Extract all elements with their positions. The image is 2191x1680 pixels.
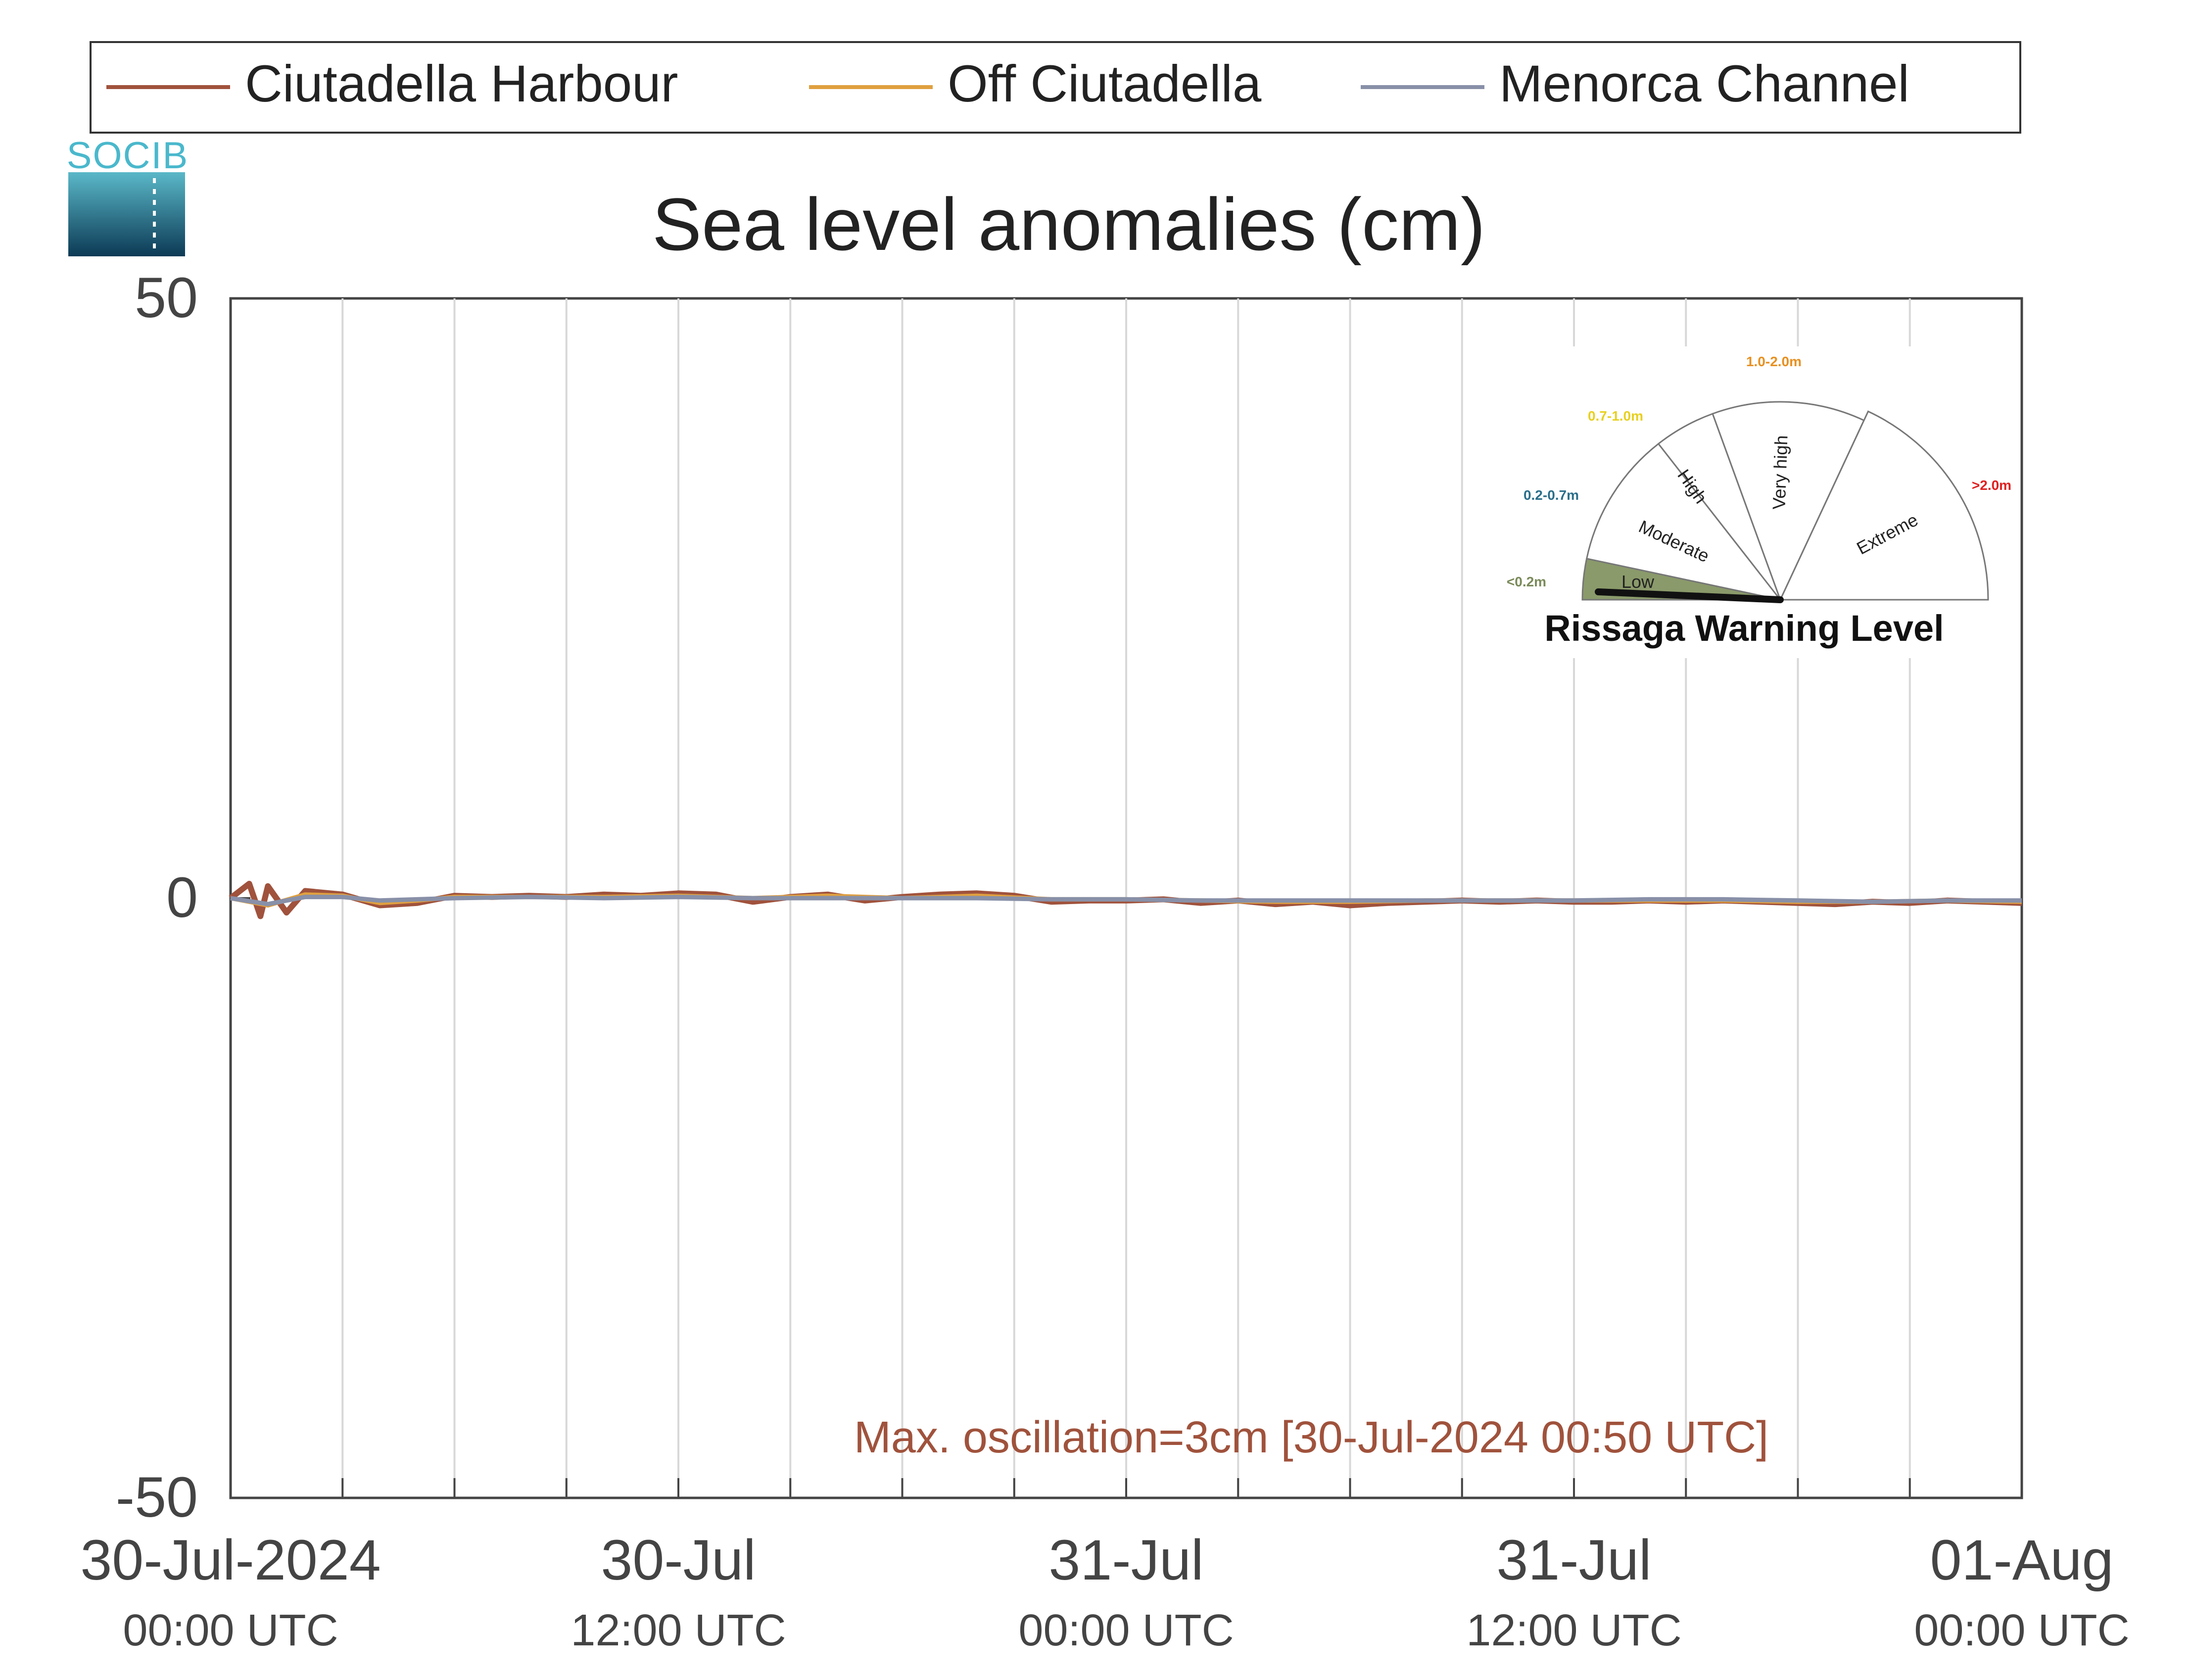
x-tick-time: 12:00 UTC [1466,1606,1681,1655]
legend-item: Off Ciutadella [809,55,1262,113]
socib-logo: SOCIB [67,135,189,256]
gauge-sector-label: Low [1621,572,1655,592]
legend-box [90,41,2021,134]
gauge-range-label: >2.0m [1972,478,2011,493]
gauge-sector [1585,442,1782,601]
x-tick-time: 00:00 UTC [1018,1606,1234,1655]
rissaga-warning-gauge: <0.2m0.2-0.7m0.7-1.0m1.0-2.0m>2.0m LowMo… [1499,346,2011,658]
legend-label: Menorca Channel [1499,55,1909,113]
x-tick: 31-Jul 00:00 UTC [1018,1529,1234,1655]
y-tick-label: 50 [135,266,198,330]
series-lines [229,880,2022,919]
legend-item: Menorca Channel [1361,55,1909,113]
x-tick: 30-Jul-2024 00:00 UTC [80,1529,381,1655]
gauge-title: Rissaga Warning Level [1544,608,1944,649]
x-minor-ticks [341,1478,1911,1498]
legend-item: Ciutadella Harbour [106,55,678,113]
legend-label: Ciutadella Harbour [245,55,678,113]
gauge-sector [1712,401,1865,602]
x-tick: 31-Jul 12:00 UTC [1466,1529,1681,1655]
y-axis: -50 0 50 [116,266,250,1529]
legend-label: Off Ciutadella [948,55,1262,113]
x-tick-date: 31-Jul [1496,1529,1651,1592]
x-tick-time: 00:00 UTC [1914,1606,2129,1655]
max-oscillation-annotation: Max. oscillation=3cm [30-Jul-2024 00:50 … [854,1413,1768,1462]
chart-title: Sea level anomalies (cm) [652,183,1485,266]
x-tick: 01-Aug 00:00 UTC [1914,1529,2129,1655]
gauge-range-labels: <0.2m 0.2-0.7m 0.7-1.0m 1.0-2.0m >2.0m [1507,354,2011,589]
logo-text: SOCIB [67,135,189,177]
gauge-sector [1779,410,1989,601]
legend: Ciutadella Harbour Off Ciutadella Menorca … [106,55,1909,113]
x-tick-date: 01-Aug [1930,1529,2114,1592]
plot-area: -50 0 50 30-Jul-2024 00:00 UTC 30-Jul 12:00 U… [80,266,2129,1655]
gauge-range-label: 1.0-2.0m [1746,354,1802,369]
gauge-range-label: <0.2m [1507,574,1546,589]
x-tick-time: 12:00 UTC [571,1606,786,1655]
gauge-range-label: 0.2-0.7m [1524,487,1579,503]
x-tick-date: 31-Jul [1048,1529,1203,1592]
x-tick-time: 00:00 UTC [123,1606,338,1655]
x-tick-date: 30-Jul-2024 [80,1529,381,1592]
series-line [230,895,2022,907]
y-tick-label: 0 [166,866,198,929]
x-tick: 30-Jul 12:00 UTC [571,1529,786,1655]
gauge-sector-label: Very high [1768,435,1791,510]
y-tick-label: -50 [116,1466,198,1529]
gauge-needle [1595,588,1784,603]
gauge-sectors [1581,401,1989,602]
gauge-range-label: 0.7-1.0m [1588,408,1643,424]
x-tick-date: 30-Jul [601,1529,756,1592]
